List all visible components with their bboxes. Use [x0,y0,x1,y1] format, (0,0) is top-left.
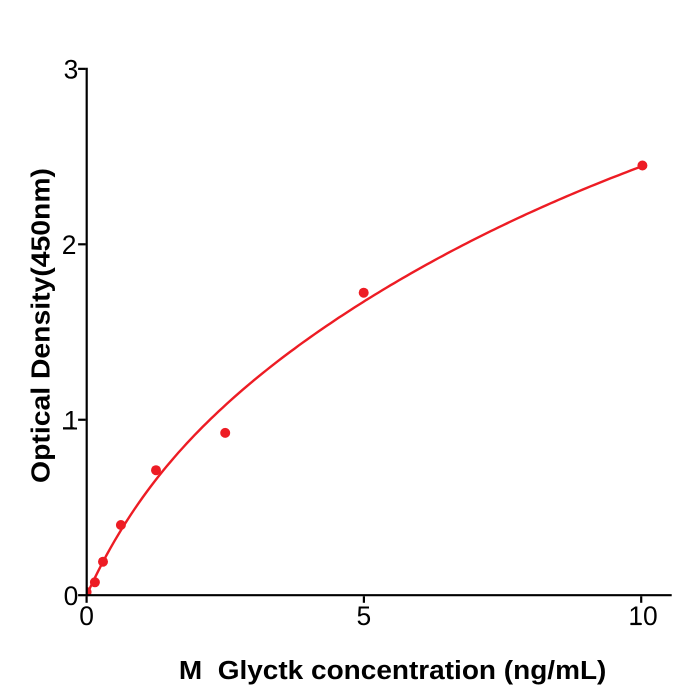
svg-text:10: 10 [628,601,657,631]
svg-text:0: 0 [79,601,94,631]
svg-text:Optical Density(450nm): Optical Density(450nm) [26,168,56,483]
svg-text:2: 2 [62,230,77,260]
svg-text:0: 0 [64,581,79,611]
svg-text:5: 5 [357,601,372,631]
svg-text:3: 3 [64,54,79,84]
svg-text:1: 1 [64,405,79,435]
svg-text:M Glyctk concentration (ng/mL: M Glyctk concentration (ng/mL) [179,656,607,685]
